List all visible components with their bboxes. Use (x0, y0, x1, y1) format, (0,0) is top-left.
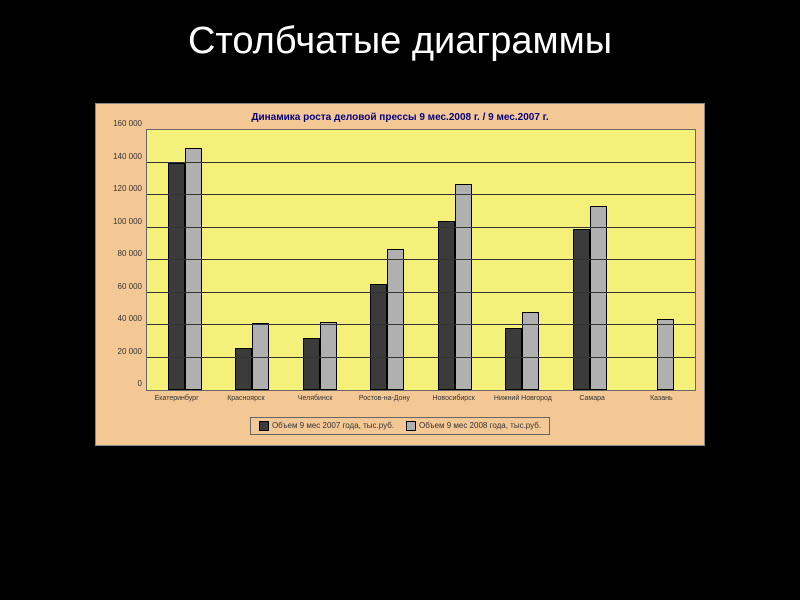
x-label: Челябинск (281, 395, 350, 403)
bar (438, 221, 455, 390)
chart-container: Динамика роста деловой прессы 9 мес.2008… (95, 103, 705, 446)
y-axis: 020 00040 00060 00080 000100 000120 0001… (104, 129, 146, 389)
x-label: Красноярск (211, 395, 280, 403)
bar (455, 184, 472, 390)
legend-item: Объем 9 мес 2007 года, тыс.руб. (259, 421, 394, 431)
legend-label: Объем 9 мес 2007 года, тыс.руб. (272, 421, 394, 430)
x-label: Новосибирск (419, 395, 488, 403)
gridline (147, 324, 695, 325)
x-axis: ЕкатеринбургКрасноярскЧелябинскРостов-на… (96, 391, 704, 411)
plot-row: 020 00040 00060 00080 000100 000120 0001… (96, 129, 704, 391)
legend-swatch (406, 421, 416, 431)
gridline (147, 259, 695, 260)
bar (505, 328, 522, 390)
x-label: Казань (627, 395, 696, 403)
chart-title: Динамика роста деловой прессы 9 мес.2008… (96, 104, 704, 129)
gridline (147, 357, 695, 358)
x-label: Нижний Новгород (488, 395, 557, 403)
bar (303, 338, 320, 390)
gridline (147, 162, 695, 163)
bar (573, 229, 590, 390)
gridline (147, 227, 695, 228)
bar (657, 319, 674, 391)
bar-group (354, 249, 422, 390)
x-label: Ростов-на-Дону (350, 395, 419, 403)
legend: Объем 9 мес 2007 года, тыс.руб. Объем 9 м… (250, 417, 550, 435)
bar (235, 348, 252, 390)
x-label: Екатеринбург (142, 395, 211, 403)
legend-label: Объем 9 мес 2008 года, тыс.руб. (419, 421, 541, 430)
legend-item: Объем 9 мес 2008 года, тыс.руб. (406, 421, 541, 431)
bar (590, 206, 607, 390)
gridline (147, 194, 695, 195)
bar-group (624, 319, 692, 391)
bar (185, 148, 202, 390)
bar-group (151, 148, 219, 390)
slide-title: Столбчатые диаграммы (0, 0, 800, 73)
bar (370, 284, 387, 390)
legend-swatch (259, 421, 269, 431)
gridline (147, 292, 695, 293)
x-label: Самара (558, 395, 627, 403)
bar-group (556, 206, 624, 390)
slide: Столбчатые диаграммы Динамика роста дело… (0, 0, 800, 600)
bar-group (421, 184, 489, 390)
bars-layer (147, 130, 695, 390)
bar (387, 249, 404, 390)
plot-area (146, 129, 696, 391)
